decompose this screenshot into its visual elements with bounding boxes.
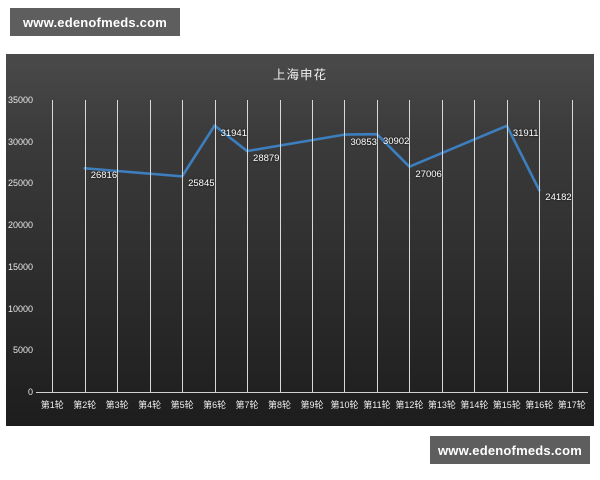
plot-area	[36, 100, 588, 392]
x-axis-tick: 第16轮	[525, 400, 554, 410]
gridline-vertical	[571, 100, 573, 392]
data-point-label: 28879	[253, 153, 280, 165]
x-axis-tick: 第11轮	[363, 400, 391, 410]
gridline-vertical	[539, 100, 541, 392]
y-axis-tick: 0	[27, 387, 33, 397]
gridline-vertical	[214, 100, 216, 392]
x-axis-tick: 第4轮	[138, 400, 162, 410]
y-axis-tick: 10000	[7, 303, 33, 314]
gridline-vertical	[441, 100, 443, 392]
x-axis-tick: 第3轮	[105, 400, 129, 410]
y-axis-tick: 30000	[7, 136, 33, 147]
gridline-vertical	[312, 100, 313, 392]
data-point-label: 31941	[220, 127, 247, 139]
data-point-label: 31911	[512, 127, 539, 139]
x-axis-tick: 第9轮	[300, 400, 324, 410]
y-axis-tick: 15000	[7, 261, 33, 272]
y-axis-tick: 20000	[7, 220, 33, 231]
data-point-label: 27006	[415, 168, 442, 180]
y-axis: 0 5000 10000 15000 20000 25000 30000 35000	[6, 54, 33, 426]
y-axis-tick: 35000	[7, 95, 33, 105]
x-axis-tick: 第1轮	[40, 400, 64, 410]
gridline-vertical	[376, 100, 378, 392]
gridline-vertical	[279, 100, 281, 392]
gridline-vertical	[149, 100, 151, 392]
y-axis-tick: 5000	[12, 345, 33, 356]
data-point-label: 26816	[90, 170, 118, 182]
chart-container: 上海申花 0 5000 10000 15000 20000 25000 30000 35000…	[6, 54, 594, 426]
x-axis-tick: 第15轮	[492, 400, 521, 410]
x-axis-baseline	[36, 392, 588, 393]
watermark-top: www.edenofmeds.com	[10, 8, 180, 36]
watermark-bottom: www.edenofmeds.com	[430, 436, 590, 464]
x-axis-tick: 第8轮	[268, 400, 292, 410]
gridline-vertical	[84, 100, 86, 392]
data-point-label: 25845	[188, 178, 215, 190]
x-axis-tick: 第7轮	[235, 400, 259, 410]
gridline-vertical	[247, 100, 249, 392]
gridline-vertical	[474, 100, 476, 392]
data-point-label: 24182	[545, 192, 572, 204]
chart-title: 上海申花	[272, 68, 327, 82]
gridline-vertical	[409, 100, 411, 392]
x-axis-tick: 第14轮	[460, 400, 489, 410]
x-axis-tick: 第12轮	[395, 400, 424, 410]
gridline-vertical	[506, 100, 508, 392]
x-axis-tick: 第6轮	[203, 400, 227, 410]
gridline-vertical	[344, 100, 346, 392]
x-axis-tick: 第13轮	[427, 400, 456, 410]
x-axis-tick: 第2轮	[73, 400, 97, 410]
gridline-vertical	[182, 100, 184, 392]
gridline-vertical	[117, 100, 119, 392]
data-point-label: 30902	[382, 136, 410, 148]
data-point-label: 30853	[350, 136, 377, 148]
x-axis-tick: 第17轮	[557, 400, 586, 410]
gridline-vertical	[52, 100, 54, 392]
y-axis-tick: 25000	[7, 178, 33, 189]
x-axis-tick: 第10轮	[330, 400, 359, 410]
x-axis-tick: 第5轮	[170, 400, 194, 410]
